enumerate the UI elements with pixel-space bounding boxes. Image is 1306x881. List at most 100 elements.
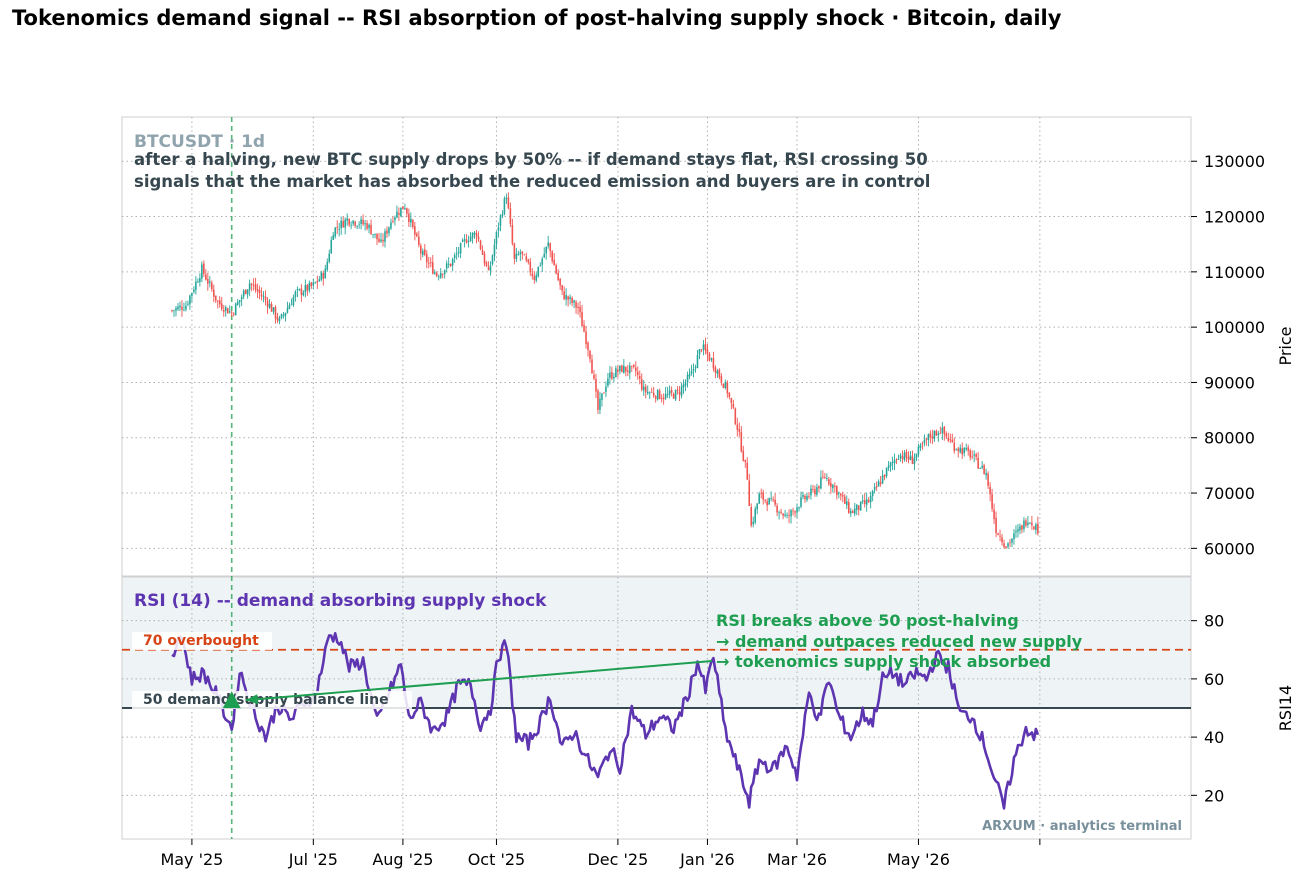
candle-body [708,353,711,361]
overbought-label-bg [132,632,272,650]
overbought-label: 70 overbought [143,633,259,649]
candle-body [515,253,518,260]
candle-body [615,368,617,377]
candle-body [836,486,838,496]
candle-body [372,234,374,235]
callout-line3: → tokenomics supply shock absorbed [716,652,1051,671]
candle-body [1003,543,1005,548]
candle-body [943,426,946,435]
candle-body [467,241,470,243]
candle-body [648,392,651,394]
rsi-tick-label: 60 [1204,670,1224,689]
candle-body [214,295,217,301]
candle-body [519,252,522,255]
candle-body [911,456,914,464]
candle-body [547,242,550,247]
candle-body [863,500,866,504]
candle-body [330,239,333,254]
candle-body [400,207,402,217]
candle-body [762,492,764,500]
candle-body [555,265,557,274]
signal-arrow-head [245,694,259,705]
candle-body [435,272,438,276]
candle-body [973,454,975,456]
candle-body [752,521,755,525]
candle-body [573,300,575,303]
candle-body [853,508,856,514]
candle-body [250,283,253,285]
candle-body [1029,522,1031,524]
candle-body [236,301,239,305]
candle-body [680,386,683,396]
candle-body [987,473,989,486]
callout-line2: → demand outpaces reduced new supply [716,632,1083,651]
candle-body [260,294,263,297]
candle-body [678,391,681,395]
candle-body [396,211,398,218]
candle-body [603,392,605,394]
candle-body [961,448,964,455]
candle-body [199,278,201,282]
candle-body [656,389,659,400]
candle-body [471,233,474,238]
candle-body [577,306,579,309]
candle-body [658,390,661,399]
candle-body [296,289,299,291]
candle-body [812,489,814,490]
candle-body [873,486,876,490]
candle-body [310,282,313,287]
candle-body [177,306,179,310]
x-tick-label: Jan '26 [679,850,735,869]
candle-body [378,238,380,243]
candle-body [951,439,954,443]
candle-body [654,396,657,399]
candle-body [477,236,480,240]
candle-body [971,456,973,458]
price-tick-label: 100000 [1204,318,1265,337]
candle-body [431,262,434,274]
candle-body [203,263,205,274]
chart-title: Tokenomics demand signal -- RSI absorpti… [12,6,1062,30]
candle-body [670,389,673,393]
candle-body [205,274,207,280]
candle-body [497,227,500,231]
candle-body [352,220,354,224]
candle-body [274,306,277,319]
x-tick-label: May '25 [160,850,223,869]
candle-body [228,311,231,313]
price-panel-frame [121,116,1192,577]
candle-body [636,371,639,375]
price-axis-label: Price [1276,326,1295,365]
candle-body [696,355,699,369]
signal-marker-triangle [222,691,241,709]
candle-body [346,218,348,221]
candle-body [1011,538,1013,543]
candle-body [991,494,993,509]
candle-body [507,197,510,209]
candle-body [493,244,496,256]
candle-body [380,239,382,242]
candle-body [629,365,631,374]
candle-body [599,398,601,410]
halving-annotation-line1: after a halving, new BTC supply drops by… [134,150,928,169]
candle-body [459,243,462,254]
candle-body [843,496,846,504]
candle-body [326,261,329,270]
candle-body [903,452,906,461]
candle-body [332,235,335,240]
candle-body [780,511,782,513]
candle-body [1023,520,1025,530]
price-tick-label: 60000 [1204,539,1255,558]
candle-body [760,493,762,494]
candle-body [248,283,251,290]
candle-body [666,393,669,395]
candle-body [923,439,926,444]
candle-body [1021,525,1023,530]
candle-body [716,370,719,374]
symbol-label: BTCUSDT · 1d [134,132,265,152]
candle-body [461,240,464,242]
candle-body [418,236,420,245]
candle-body [646,391,649,394]
candle-body [441,273,444,275]
